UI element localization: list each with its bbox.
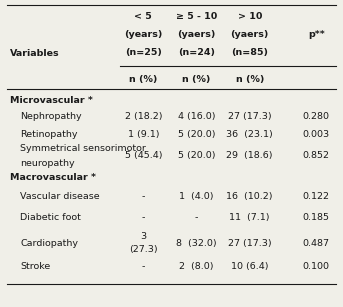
Text: Symmetrical sensorimotor: Symmetrical sensorimotor (20, 144, 146, 153)
Text: 29  (18.6): 29 (18.6) (226, 151, 273, 160)
Text: Cardiopathy: Cardiopathy (20, 239, 78, 248)
Text: Retinopathy: Retinopathy (20, 130, 78, 138)
Text: 27 (17.3): 27 (17.3) (228, 112, 272, 121)
Text: 0.122: 0.122 (303, 192, 330, 201)
Text: < 5: < 5 (134, 12, 152, 21)
Text: n (%): n (%) (129, 75, 157, 84)
Text: 0.852: 0.852 (303, 151, 330, 160)
Text: 36  (23.1): 36 (23.1) (226, 130, 273, 138)
Text: n (%): n (%) (236, 75, 264, 84)
Text: (n=25): (n=25) (125, 48, 162, 57)
Text: Diabetic foot: Diabetic foot (20, 213, 81, 222)
Text: neuropathy: neuropathy (20, 159, 75, 168)
Text: (n=24): (n=24) (178, 48, 215, 57)
Text: (yaers): (yaers) (177, 30, 216, 39)
Text: 0.185: 0.185 (303, 213, 330, 222)
Text: Macrovascular *: Macrovascular * (10, 173, 96, 182)
Text: 16  (10.2): 16 (10.2) (226, 192, 273, 201)
Text: 4 (16.0): 4 (16.0) (178, 112, 215, 121)
Text: Variables: Variables (10, 49, 60, 58)
Text: 0.100: 0.100 (303, 262, 330, 271)
Text: (years): (years) (124, 30, 163, 39)
Text: 2 (18.2): 2 (18.2) (125, 112, 162, 121)
Text: -: - (142, 192, 145, 201)
Text: 0.487: 0.487 (303, 239, 330, 248)
Text: (yaers): (yaers) (230, 30, 269, 39)
Text: 10 (6.4): 10 (6.4) (231, 262, 269, 271)
Text: p**: p** (308, 30, 325, 39)
Text: Microvascular *: Microvascular * (10, 96, 93, 105)
Text: -: - (142, 213, 145, 222)
Text: 5 (45.4): 5 (45.4) (125, 151, 162, 160)
Text: 0.003: 0.003 (303, 130, 330, 138)
Text: 11  (7.1): 11 (7.1) (229, 213, 270, 222)
Text: n (%): n (%) (182, 75, 211, 84)
Text: 2  (8.0): 2 (8.0) (179, 262, 214, 271)
Text: Stroke: Stroke (20, 262, 50, 271)
Text: 27 (17.3): 27 (17.3) (228, 239, 272, 248)
Text: 5 (20.0): 5 (20.0) (178, 130, 215, 138)
Text: (n=85): (n=85) (231, 48, 268, 57)
Text: 1 (9.1): 1 (9.1) (128, 130, 159, 138)
Text: -: - (142, 262, 145, 271)
Text: Vascular disease: Vascular disease (20, 192, 100, 201)
Text: 8  (32.0): 8 (32.0) (176, 239, 217, 248)
Text: (27.3): (27.3) (129, 245, 157, 255)
Text: Nephropathy: Nephropathy (20, 112, 82, 121)
Text: 1  (4.0): 1 (4.0) (179, 192, 214, 201)
Text: 5 (20.0): 5 (20.0) (178, 151, 215, 160)
Text: 3: 3 (140, 232, 146, 241)
Text: 0.280: 0.280 (303, 112, 330, 121)
Text: ≥ 5 - 10: ≥ 5 - 10 (176, 12, 217, 21)
Text: -: - (195, 213, 198, 222)
Text: > 10: > 10 (238, 12, 262, 21)
